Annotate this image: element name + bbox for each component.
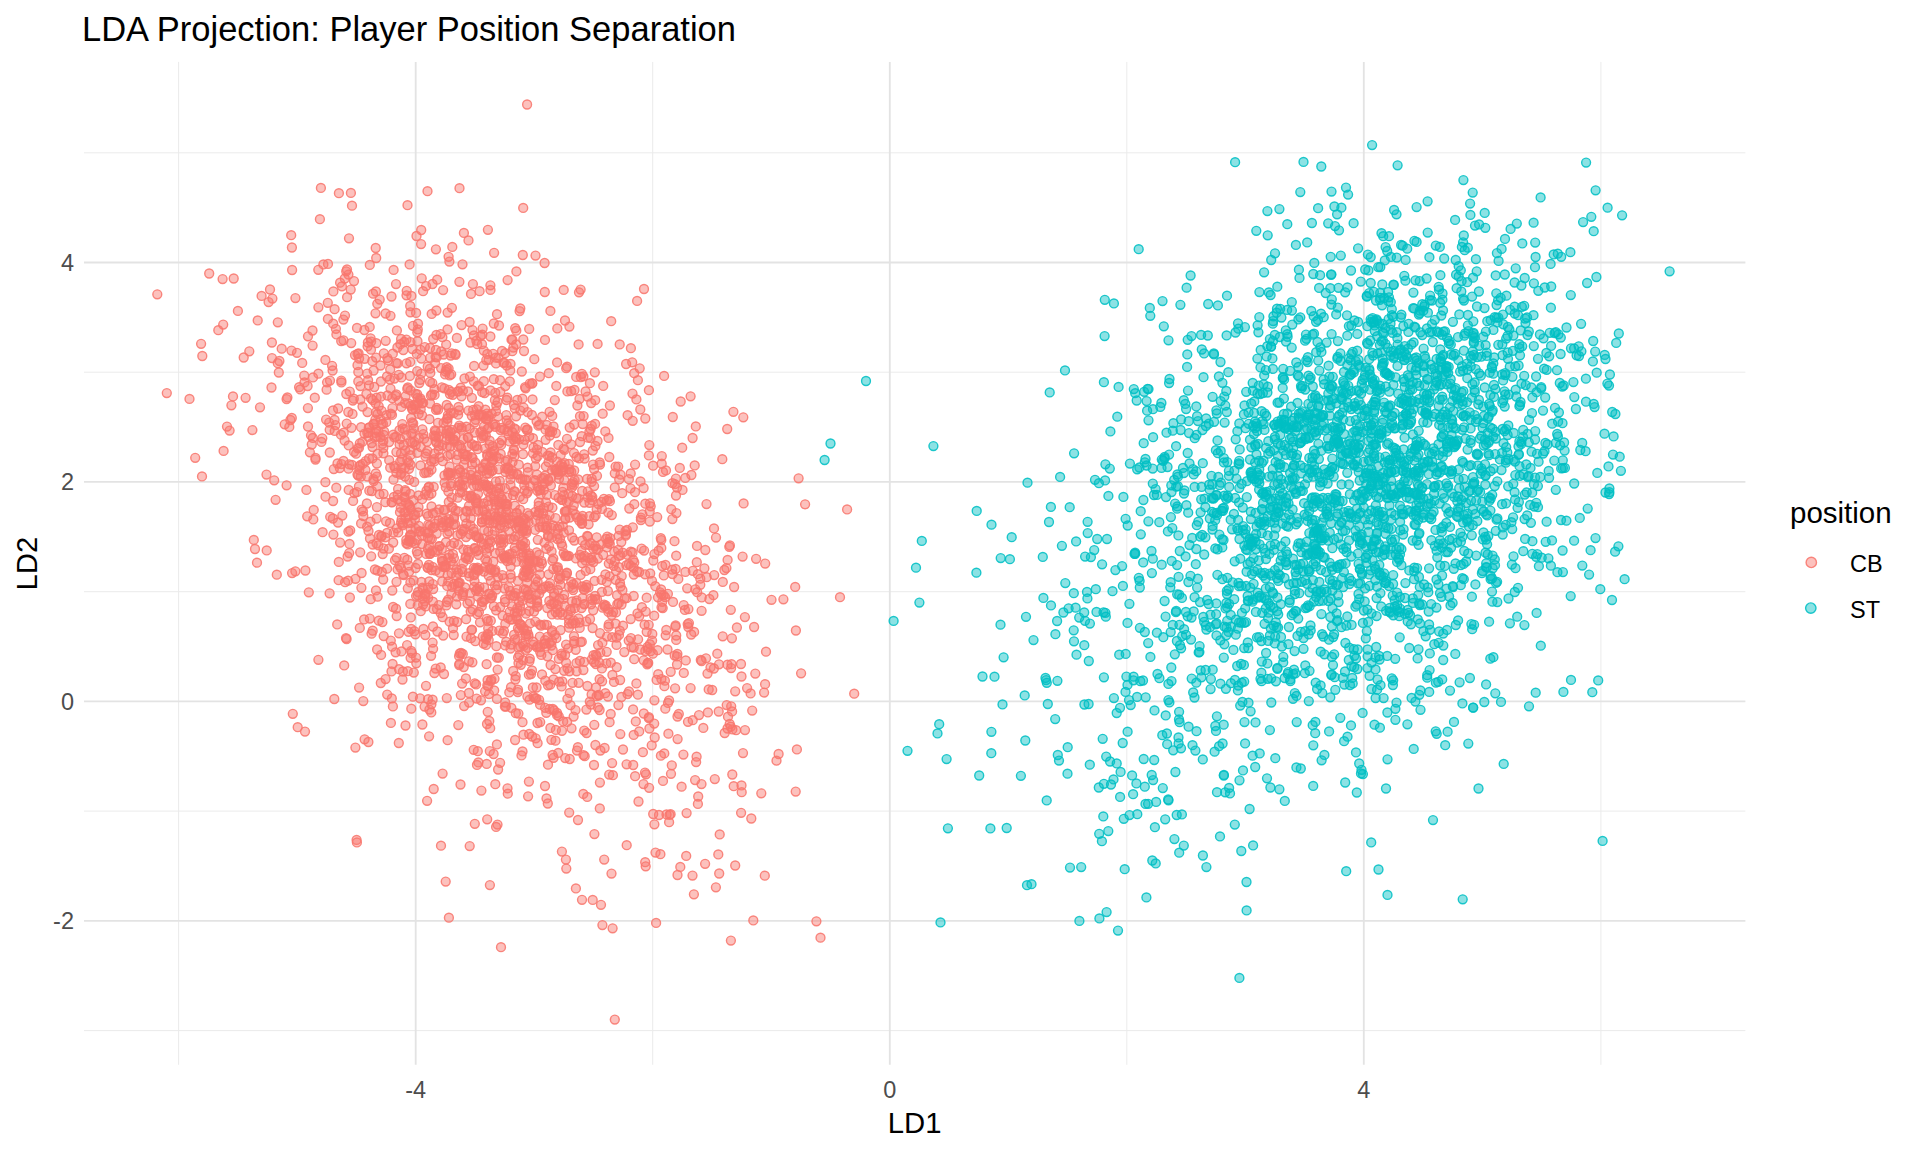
svg-text:CB: CB — [1850, 551, 1883, 577]
svg-text:LD1: LD1 — [888, 1106, 942, 1139]
svg-text:LDA Projection: Player Positio: LDA Projection: Player Position Separati… — [82, 10, 736, 48]
svg-text:-4: -4 — [405, 1077, 426, 1103]
svg-text:0: 0 — [61, 689, 74, 715]
svg-text:0: 0 — [883, 1077, 896, 1103]
svg-text:ST: ST — [1850, 597, 1880, 623]
svg-text:4: 4 — [61, 250, 74, 276]
svg-text:2: 2 — [61, 469, 74, 495]
svg-text:-2: -2 — [53, 908, 74, 934]
svg-text:position: position — [1790, 496, 1892, 529]
svg-text:4: 4 — [1357, 1077, 1370, 1103]
svg-text:LD2: LD2 — [10, 537, 43, 591]
